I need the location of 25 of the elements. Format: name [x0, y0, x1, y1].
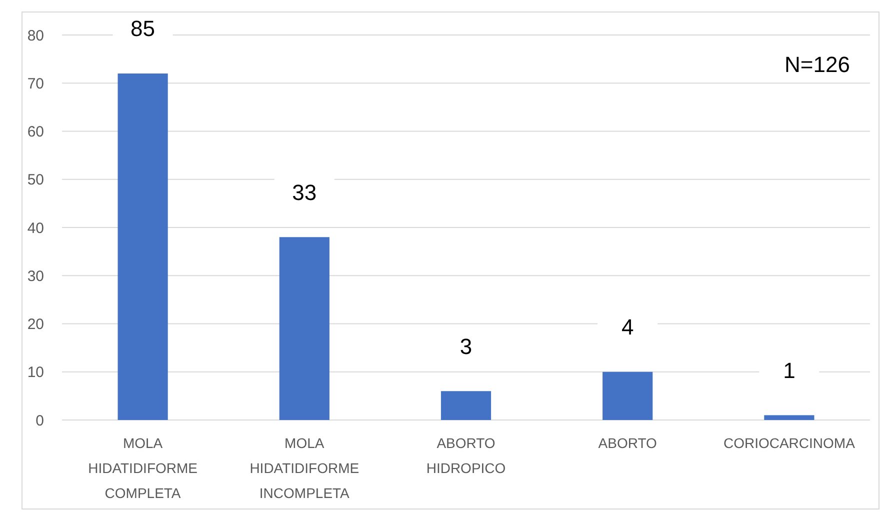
bar [118, 74, 168, 420]
x-tick-label: MOLA HIDATIDIFORME COMPLETA [88, 435, 198, 501]
bar [764, 415, 814, 420]
x-tick-label: ABORTO HIDROPICO [426, 435, 506, 476]
annotation: N=126 [784, 52, 850, 77]
bar [602, 372, 653, 420]
y-tick-label: 40 [27, 220, 44, 237]
x-tick-label: CORIOCARCINOMA [723, 435, 856, 451]
y-tick-label: 80 [27, 27, 44, 44]
annotation: 1 [783, 358, 796, 383]
y-tick-label: 50 [27, 172, 44, 189]
annotation: 3 [460, 334, 472, 359]
y-tick-label: 0 [36, 412, 44, 430]
bar [279, 237, 330, 420]
annotation: 85 [130, 16, 156, 42]
y-tick-label: 30 [27, 268, 44, 285]
y-tick-label: 70 [27, 75, 44, 92]
bar [440, 391, 492, 420]
annotation: 33 [292, 180, 317, 205]
x-tick-label: ABORTO [598, 435, 658, 451]
y-tick-label: 60 [27, 124, 44, 140]
y-tick-label: 10 [27, 364, 44, 382]
y-tick-label: 20 [27, 316, 44, 333]
annotation: 4 [621, 314, 634, 340]
x-tick-label: MOLA HIDATIDIFORME INCOMPLETA [250, 435, 360, 501]
